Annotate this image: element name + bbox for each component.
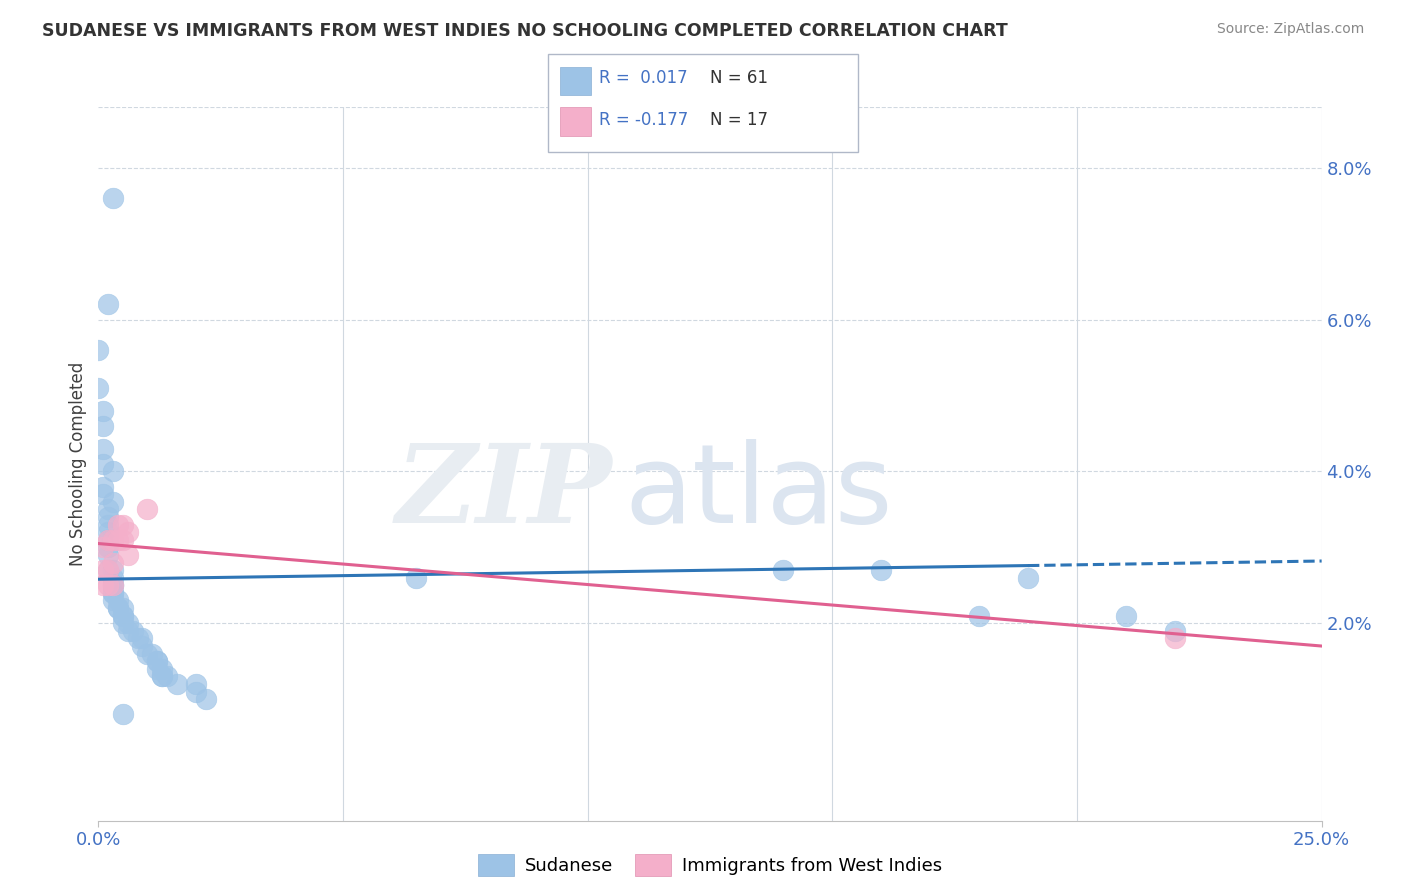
Point [1164, 632, 1187, 646]
Text: R = -0.177: R = -0.177 [599, 111, 688, 128]
Point [101, 586, 124, 600]
Point [146, 662, 169, 676]
Point [97, 525, 120, 540]
Text: atlas: atlas [624, 439, 893, 546]
Point [117, 525, 139, 540]
Point [166, 677, 188, 691]
Point [101, 533, 124, 547]
Text: Source: ZipAtlas.com: Source: ZipAtlas.com [1216, 22, 1364, 37]
Point [101, 586, 124, 600]
Point [131, 632, 153, 646]
Point [91, 487, 114, 501]
Point [156, 669, 179, 683]
Point [101, 191, 124, 205]
Point [97, 502, 120, 516]
Point [97, 548, 120, 562]
Point [91, 418, 114, 433]
Point [97, 510, 120, 524]
Point [131, 639, 153, 653]
Point [121, 624, 143, 638]
Point [97, 541, 120, 555]
Point [101, 578, 124, 592]
Point [101, 578, 124, 592]
Text: ZIP: ZIP [395, 439, 612, 546]
Text: N = 17: N = 17 [710, 111, 768, 128]
Point [97, 563, 120, 577]
Point [772, 563, 794, 577]
Point [967, 608, 990, 623]
Point [870, 563, 893, 577]
Point [150, 662, 173, 676]
Text: N = 61: N = 61 [710, 70, 768, 87]
Point [1017, 571, 1039, 585]
Text: R =  0.017: R = 0.017 [599, 70, 688, 87]
Point [117, 616, 139, 631]
Point [87, 381, 110, 395]
Point [97, 533, 120, 547]
Point [111, 616, 134, 631]
Point [150, 669, 173, 683]
Point [101, 556, 124, 570]
Y-axis label: No Schooling Completed: No Schooling Completed [69, 362, 87, 566]
Point [111, 608, 134, 623]
Point [107, 593, 129, 607]
Point [97, 517, 120, 532]
Point [97, 297, 120, 311]
Point [111, 608, 134, 623]
Point [136, 502, 159, 516]
Point [97, 578, 120, 592]
Point [91, 457, 114, 471]
Point [146, 654, 169, 668]
Point [87, 343, 110, 357]
Point [91, 480, 114, 494]
Point [127, 632, 149, 646]
Point [107, 517, 129, 532]
Point [107, 601, 129, 615]
Point [186, 677, 208, 691]
Point [101, 571, 124, 585]
Point [101, 465, 124, 479]
Text: SUDANESE VS IMMIGRANTS FROM WEST INDIES NO SCHOOLING COMPLETED CORRELATION CHART: SUDANESE VS IMMIGRANTS FROM WEST INDIES … [42, 22, 1008, 40]
Point [107, 601, 129, 615]
Point [111, 601, 134, 615]
Point [91, 442, 114, 456]
Point [117, 624, 139, 638]
Point [1115, 608, 1137, 623]
Point [405, 571, 427, 585]
Point [136, 647, 159, 661]
Point [101, 578, 124, 592]
Point [91, 563, 114, 577]
Legend: Sudanese, Immigrants from West Indies: Sudanese, Immigrants from West Indies [471, 847, 949, 883]
Point [195, 692, 218, 706]
Point [186, 684, 208, 698]
Point [117, 548, 139, 562]
Point [91, 403, 114, 417]
Point [97, 563, 120, 577]
Point [101, 495, 124, 509]
Point [91, 541, 114, 555]
Point [101, 593, 124, 607]
Point [1164, 624, 1187, 638]
Point [107, 533, 129, 547]
Point [141, 647, 163, 661]
Point [111, 533, 134, 547]
Point [111, 517, 134, 532]
Point [150, 669, 173, 683]
Point [97, 533, 120, 547]
Point [91, 578, 114, 592]
Point [101, 563, 124, 577]
Point [111, 707, 134, 722]
Point [146, 654, 169, 668]
